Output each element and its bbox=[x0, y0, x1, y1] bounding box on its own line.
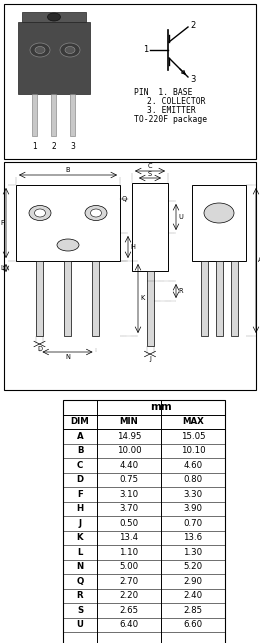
Text: 4.60: 4.60 bbox=[184, 461, 203, 470]
Text: R: R bbox=[178, 288, 183, 294]
Text: 14.95: 14.95 bbox=[117, 431, 141, 440]
Text: 2: 2 bbox=[51, 142, 56, 151]
Bar bbox=[32, 94, 37, 136]
Text: 5.20: 5.20 bbox=[184, 562, 203, 571]
Text: B: B bbox=[77, 446, 83, 455]
Ellipse shape bbox=[85, 206, 107, 221]
Text: A: A bbox=[77, 431, 83, 440]
Text: 2.40: 2.40 bbox=[184, 592, 203, 601]
Text: J: J bbox=[149, 356, 151, 362]
Text: 3.70: 3.70 bbox=[119, 504, 139, 513]
Ellipse shape bbox=[204, 203, 234, 223]
Text: S: S bbox=[148, 171, 152, 177]
Bar bbox=[22, 12, 86, 22]
Text: Q: Q bbox=[122, 196, 127, 202]
Ellipse shape bbox=[30, 43, 50, 57]
Text: 0.50: 0.50 bbox=[119, 519, 139, 528]
Text: 6.60: 6.60 bbox=[184, 620, 203, 629]
Text: 1: 1 bbox=[143, 46, 148, 55]
Text: U: U bbox=[178, 214, 183, 220]
Text: D: D bbox=[76, 475, 83, 484]
Bar bbox=[70, 94, 75, 136]
Bar bbox=[132, 183, 168, 271]
Ellipse shape bbox=[29, 206, 51, 221]
Text: 3: 3 bbox=[190, 75, 195, 84]
Text: 10.10: 10.10 bbox=[181, 446, 205, 455]
Bar bbox=[146, 271, 153, 346]
Bar bbox=[18, 22, 90, 94]
Text: 3.30: 3.30 bbox=[184, 490, 203, 499]
Text: 1.10: 1.10 bbox=[119, 548, 139, 557]
Text: 0.80: 0.80 bbox=[184, 475, 203, 484]
Ellipse shape bbox=[35, 46, 45, 53]
Text: 2.70: 2.70 bbox=[119, 577, 139, 586]
Bar bbox=[192, 185, 246, 261]
Text: N: N bbox=[65, 354, 70, 360]
Text: TO-220F package: TO-220F package bbox=[134, 115, 207, 124]
Text: B: B bbox=[66, 167, 70, 173]
Text: 3. EMITTER: 3. EMITTER bbox=[147, 106, 196, 115]
Text: L: L bbox=[0, 265, 4, 271]
Text: 2.65: 2.65 bbox=[119, 606, 139, 615]
Text: 10.00: 10.00 bbox=[117, 446, 141, 455]
Text: K: K bbox=[77, 533, 83, 542]
Text: 15.05: 15.05 bbox=[181, 431, 205, 440]
Text: 1.30: 1.30 bbox=[184, 548, 203, 557]
Text: L: L bbox=[77, 548, 83, 557]
Text: mm: mm bbox=[150, 403, 172, 412]
Bar bbox=[64, 261, 71, 336]
Text: D: D bbox=[37, 346, 42, 352]
Text: H: H bbox=[130, 244, 135, 250]
Bar bbox=[63, 400, 225, 643]
Text: 3.10: 3.10 bbox=[119, 490, 139, 499]
Text: 2.90: 2.90 bbox=[184, 577, 203, 586]
Ellipse shape bbox=[57, 239, 79, 251]
Text: 1: 1 bbox=[32, 142, 37, 151]
Text: MAX: MAX bbox=[182, 417, 204, 426]
Text: 2. COLLECTOR: 2. COLLECTOR bbox=[147, 97, 205, 106]
Text: 4.40: 4.40 bbox=[119, 461, 139, 470]
Text: J: J bbox=[79, 519, 82, 528]
Text: F: F bbox=[0, 220, 4, 226]
Ellipse shape bbox=[90, 209, 101, 217]
Bar bbox=[231, 261, 238, 336]
Text: 3.90: 3.90 bbox=[184, 504, 203, 513]
Bar bbox=[36, 261, 43, 336]
Text: S: S bbox=[77, 606, 83, 615]
Bar bbox=[92, 261, 99, 336]
Text: C: C bbox=[77, 461, 83, 470]
Ellipse shape bbox=[48, 13, 61, 21]
Text: C: C bbox=[148, 163, 152, 169]
Text: MIN: MIN bbox=[120, 417, 138, 426]
Text: DIM: DIM bbox=[71, 417, 89, 426]
Text: 2: 2 bbox=[190, 21, 195, 30]
Text: A: A bbox=[258, 257, 260, 264]
Text: 0.75: 0.75 bbox=[119, 475, 139, 484]
Text: 3: 3 bbox=[70, 142, 75, 151]
Bar bbox=[216, 261, 223, 336]
Text: 13.4: 13.4 bbox=[119, 533, 139, 542]
Text: 2.85: 2.85 bbox=[184, 606, 203, 615]
Bar bbox=[4, 162, 256, 390]
Bar bbox=[4, 4, 256, 159]
Text: R: R bbox=[77, 592, 83, 601]
Text: H: H bbox=[76, 504, 83, 513]
Ellipse shape bbox=[65, 46, 75, 53]
Bar bbox=[16, 185, 120, 261]
Bar bbox=[201, 261, 208, 336]
Text: 2.20: 2.20 bbox=[119, 592, 139, 601]
Text: PIN  1. BASE: PIN 1. BASE bbox=[134, 88, 192, 97]
Text: 13.6: 13.6 bbox=[184, 533, 203, 542]
Text: Q: Q bbox=[76, 577, 84, 586]
Text: N: N bbox=[76, 562, 83, 571]
Text: 0.70: 0.70 bbox=[184, 519, 203, 528]
Text: K: K bbox=[140, 296, 144, 302]
Bar bbox=[51, 94, 56, 136]
Text: 6.40: 6.40 bbox=[119, 620, 139, 629]
Text: U: U bbox=[76, 620, 83, 629]
Text: F: F bbox=[77, 490, 83, 499]
Ellipse shape bbox=[60, 43, 80, 57]
Ellipse shape bbox=[35, 209, 45, 217]
Text: 5.00: 5.00 bbox=[119, 562, 139, 571]
